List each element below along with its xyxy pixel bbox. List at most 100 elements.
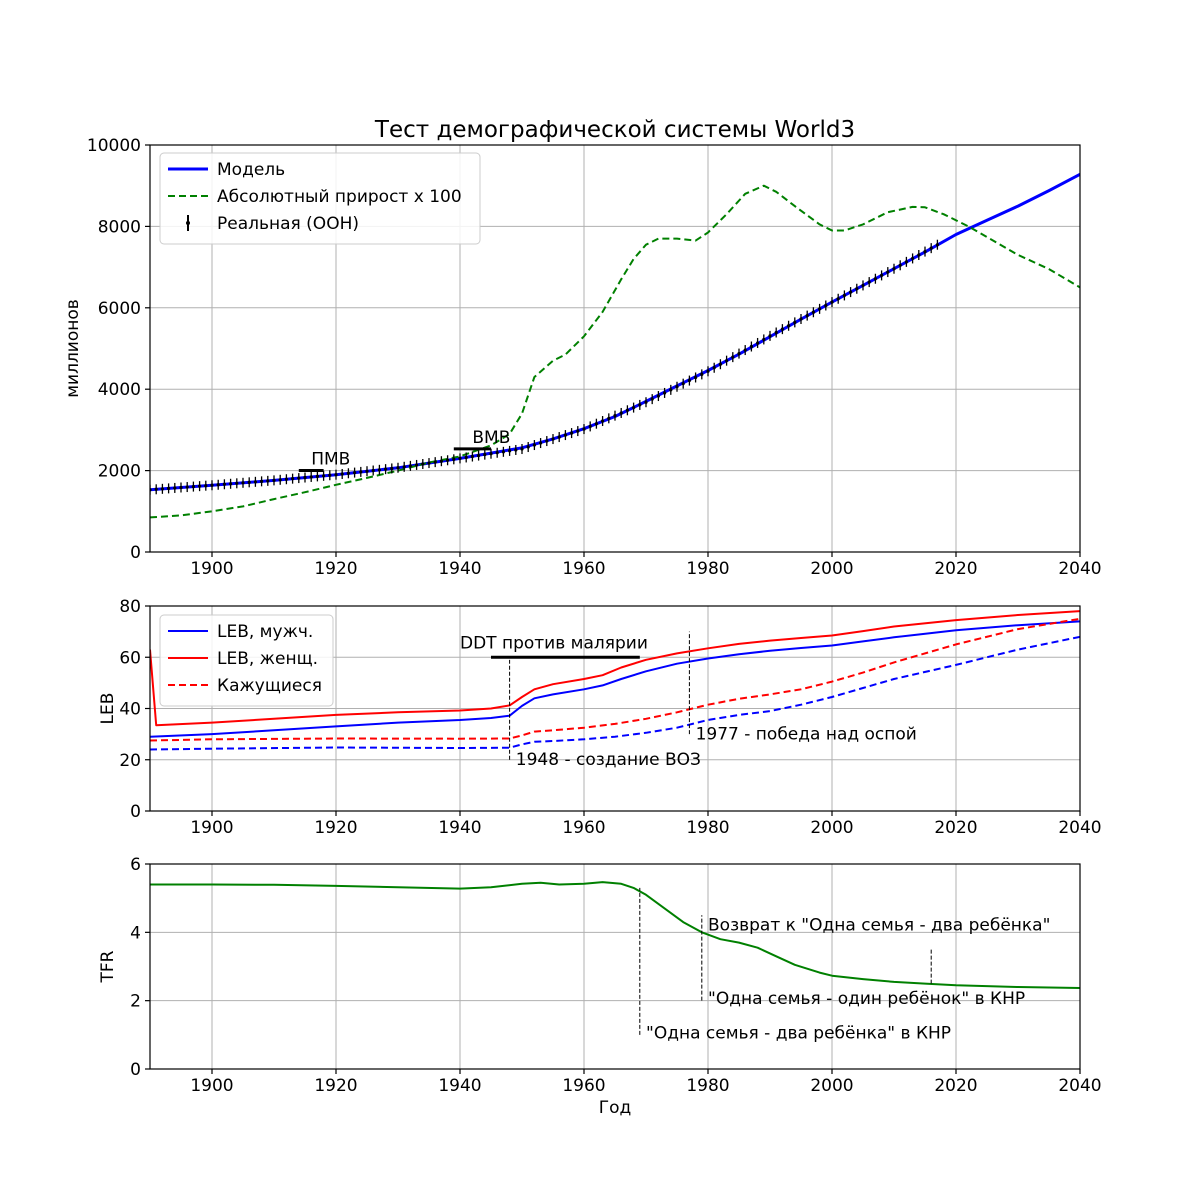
un-data-point: [625, 408, 630, 412]
x-tick-label: 2020: [934, 559, 977, 579]
x-tick-label: 2000: [810, 559, 853, 579]
series-line: [150, 620, 1080, 738]
un-data-point: [656, 394, 661, 398]
un-data-point: [818, 307, 822, 311]
un-data-point: [613, 414, 617, 418]
plot-area: [150, 881, 1080, 989]
x-tick-label: 2020: [934, 1076, 977, 1096]
un-data-point: [272, 478, 276, 482]
un-data-point: [266, 479, 270, 483]
un-data-point: [210, 483, 214, 487]
un-data-point: [873, 277, 878, 281]
un-data-point: [384, 467, 388, 471]
un-data-point: [235, 481, 239, 485]
un-data-point: [787, 324, 791, 328]
un-data-point: [173, 486, 177, 490]
un-data-point: [328, 473, 332, 477]
plot-area: [150, 172, 1080, 519]
un-data-point: [731, 355, 735, 359]
un-data-point: [923, 249, 927, 254]
x-tick-label: 1940: [438, 559, 481, 579]
un-data-point: [830, 300, 834, 304]
x-tick-label: 2020: [934, 818, 977, 838]
series-line: [150, 184, 1080, 519]
x-tick-label: 1980: [686, 559, 729, 579]
un-data-point: [477, 453, 481, 458]
un-data-point: [632, 405, 636, 410]
un-data-point: [582, 427, 586, 431]
un-data-point: [687, 378, 692, 383]
un-data-point: [849, 290, 853, 294]
y-tick-label: 10000: [87, 136, 141, 156]
un-data-point: [718, 362, 723, 366]
un-data-point: [756, 341, 760, 345]
un-data-point: [886, 270, 890, 274]
un-data-point: [154, 487, 158, 491]
un-data-point: [663, 391, 667, 395]
un-data-point: [415, 463, 419, 467]
y-tick-label: 0: [130, 543, 141, 563]
un-data-point: [390, 466, 394, 471]
legend-entry-label: LEB, мужч.: [217, 622, 313, 642]
un-data-point: [322, 474, 326, 478]
population-panel: 1900 1920 1940 1960 1980 2000 2020 2040 0 2000 400…: [63, 136, 1102, 579]
un-data-point: [743, 348, 747, 352]
series-line: [150, 881, 1080, 989]
series-line: [150, 617, 1080, 742]
un-data-point: [749, 344, 754, 349]
series-line: [150, 610, 1080, 727]
axes-frame: [149, 605, 1081, 812]
un-data-point: [160, 487, 164, 491]
un-data-point: [842, 293, 847, 298]
legend-point-marker: [186, 221, 190, 225]
un-data-point: [303, 475, 307, 480]
un-data-point: [694, 375, 698, 380]
un-data-point: [861, 283, 865, 288]
annotation-label: "Одна семья - два ребёнка" в КНР: [646, 1023, 951, 1043]
un-data-point: [247, 480, 251, 484]
axes-frame: [149, 144, 1081, 553]
un-data-point: [935, 243, 940, 247]
y-axis-label: миллионов: [63, 299, 83, 398]
un-data-point: [198, 484, 202, 488]
un-data-point: [929, 246, 933, 250]
legend-entry-label: Модель: [217, 160, 285, 180]
un-data-point: [185, 485, 189, 489]
un-data-point: [167, 486, 171, 490]
x-tick-label: 1900: [190, 818, 233, 838]
un-data-point: [421, 462, 425, 466]
un-data-point: [464, 455, 468, 460]
y-tick-label: 8000: [98, 217, 141, 237]
un-data-point: [520, 447, 524, 451]
legend: LEB, мужч. LEB, женщ. Кажущиеся: [159, 614, 334, 707]
x-tick-label: 2000: [810, 818, 853, 838]
un-data-point: [563, 433, 568, 437]
un-data-point: [619, 411, 623, 415]
x-tick-label: 2040: [1058, 559, 1101, 579]
un-data-point: [514, 448, 518, 452]
un-data-point: [898, 263, 902, 267]
y-tick-label: 2000: [98, 462, 141, 482]
x-axis-label: Год: [599, 1098, 632, 1118]
un-data-point: [762, 337, 766, 342]
annotation-label: ПМВ: [311, 449, 350, 469]
un-data-point: [483, 453, 487, 457]
y-tick-label: 6: [130, 855, 141, 875]
un-data-point: [725, 359, 729, 363]
y-tick-label: 0: [130, 802, 141, 822]
un-data-point: [309, 475, 313, 479]
x-tick-label: 1960: [562, 1076, 605, 1096]
x-tick-label: 1960: [562, 559, 605, 579]
un-data-point: [539, 441, 543, 445]
un-data-point: [706, 369, 710, 373]
un-data-point: [408, 464, 412, 468]
y-axis-label: LEB: [98, 693, 118, 725]
un-data-point: [334, 473, 338, 477]
x-tick-label: 1980: [686, 818, 729, 838]
un-data-point: [489, 452, 493, 456]
un-data-point: [811, 310, 816, 314]
annotation-label: 1977 - победа над оспой: [696, 724, 917, 744]
un-data-point: [669, 388, 673, 392]
un-data-point: [855, 287, 859, 291]
un-data-point: [179, 485, 183, 490]
